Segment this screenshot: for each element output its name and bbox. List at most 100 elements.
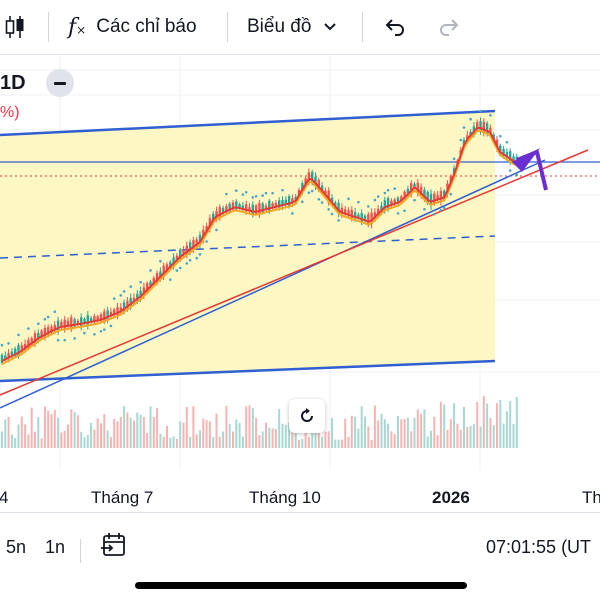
chart-type-dropdown[interactable]: Biểu đồ xyxy=(247,0,337,54)
volume-bar xyxy=(373,405,376,448)
candle-body xyxy=(215,211,218,218)
sar-dot xyxy=(459,138,463,142)
volume-bar xyxy=(83,437,86,448)
candle-body xyxy=(106,310,109,320)
volume-bar xyxy=(109,437,112,448)
trendline-blue xyxy=(0,159,546,409)
chart-pane[interactable] xyxy=(0,55,600,512)
volume-bar xyxy=(47,410,50,448)
chevron-down-icon xyxy=(324,23,337,31)
candle-body xyxy=(353,212,357,218)
volume-bar xyxy=(466,427,469,448)
candle-body xyxy=(149,281,152,288)
sar-dot xyxy=(27,327,30,330)
sar-dot xyxy=(479,109,482,113)
channel-bottom-line xyxy=(0,359,496,383)
sar-dot xyxy=(301,200,304,204)
timeframe-label: 1D xyxy=(0,72,26,94)
candle-body xyxy=(179,249,182,261)
range-5d-button[interactable]: 5n xyxy=(6,537,27,557)
volume-bar xyxy=(281,423,284,448)
candle-body xyxy=(205,225,208,233)
collapse-legend-button[interactable] xyxy=(46,69,74,97)
sar-dot xyxy=(251,196,255,199)
x-axis-label-october: Tháng 10 xyxy=(249,488,321,507)
sar-dot xyxy=(347,197,350,201)
reset-chart-button[interactable] xyxy=(289,399,325,433)
volume-bar xyxy=(357,428,360,448)
volume-bar xyxy=(205,420,208,448)
sar-dot xyxy=(442,206,446,210)
candle-body xyxy=(423,189,426,200)
indicators-button[interactable]: f× Các chỉ báo xyxy=(68,0,197,54)
volume-bar xyxy=(268,427,271,448)
volume-bar xyxy=(327,431,330,448)
range-1d-button[interactable]: 1n xyxy=(45,537,66,557)
candle-body xyxy=(241,205,245,209)
volume-bar xyxy=(192,406,195,448)
volume-bar xyxy=(136,412,139,448)
candle-body xyxy=(311,171,314,184)
volume-bar xyxy=(90,422,93,448)
sar-dot xyxy=(357,200,360,204)
volume-bar xyxy=(420,413,423,448)
volume-bar xyxy=(175,438,178,448)
home-indicator xyxy=(135,582,467,589)
volume-bar xyxy=(456,423,459,448)
candle-body xyxy=(80,317,83,327)
volume-bar xyxy=(274,429,277,448)
volume-bar xyxy=(195,434,198,448)
projection-arrow xyxy=(512,148,548,191)
volume-bar xyxy=(123,406,126,448)
clock-time[interactable]: 07:01:55 (UT xyxy=(486,537,592,557)
volume-bar xyxy=(301,438,304,448)
candle-body xyxy=(162,265,165,277)
sar-dot xyxy=(264,191,268,195)
volume-bar xyxy=(14,438,17,448)
sar-dot xyxy=(241,193,245,196)
candle-body xyxy=(413,183,416,188)
volume-bar xyxy=(185,406,188,448)
volume-bar xyxy=(113,418,116,448)
sar-dot xyxy=(112,297,116,300)
redo-icon[interactable] xyxy=(438,0,460,54)
volume-bar xyxy=(380,413,383,448)
candle-body xyxy=(393,199,396,205)
volume-bar xyxy=(393,434,396,448)
sar-dot xyxy=(53,310,57,314)
candle-body xyxy=(73,319,76,327)
volume-bar xyxy=(50,413,53,448)
undo-icon[interactable] xyxy=(384,0,406,54)
trendline-red xyxy=(0,149,589,396)
volume-bar xyxy=(70,409,73,448)
candle-body xyxy=(119,307,122,312)
volume-bar xyxy=(400,419,403,448)
candle-body xyxy=(212,213,215,223)
candle-body xyxy=(126,300,129,309)
candle-body xyxy=(254,205,258,214)
go-to-date-icon[interactable] xyxy=(99,531,127,564)
toolbar-divider xyxy=(227,12,228,42)
price-chart[interactable] xyxy=(0,55,600,512)
candle-body xyxy=(152,277,155,285)
volume-bar xyxy=(324,431,327,448)
sar-dot xyxy=(505,140,509,144)
sar-dot xyxy=(403,209,406,213)
volume-bar xyxy=(142,416,145,448)
candlestick-icon[interactable] xyxy=(4,0,26,54)
volume-bar xyxy=(502,423,505,448)
volume-bar xyxy=(354,416,357,448)
candle-body xyxy=(363,215,367,221)
sar-dot xyxy=(515,173,519,177)
candle-body xyxy=(324,190,327,195)
candle-body xyxy=(406,188,410,196)
volume-bar xyxy=(430,430,432,448)
sar-dot xyxy=(383,191,387,195)
candle-body xyxy=(373,212,377,219)
volume-bar xyxy=(225,405,228,448)
volume-bar xyxy=(241,436,244,448)
sar-dot xyxy=(139,280,142,284)
candle-body xyxy=(155,273,159,283)
candle-body xyxy=(245,204,248,212)
minus-icon xyxy=(54,81,66,85)
